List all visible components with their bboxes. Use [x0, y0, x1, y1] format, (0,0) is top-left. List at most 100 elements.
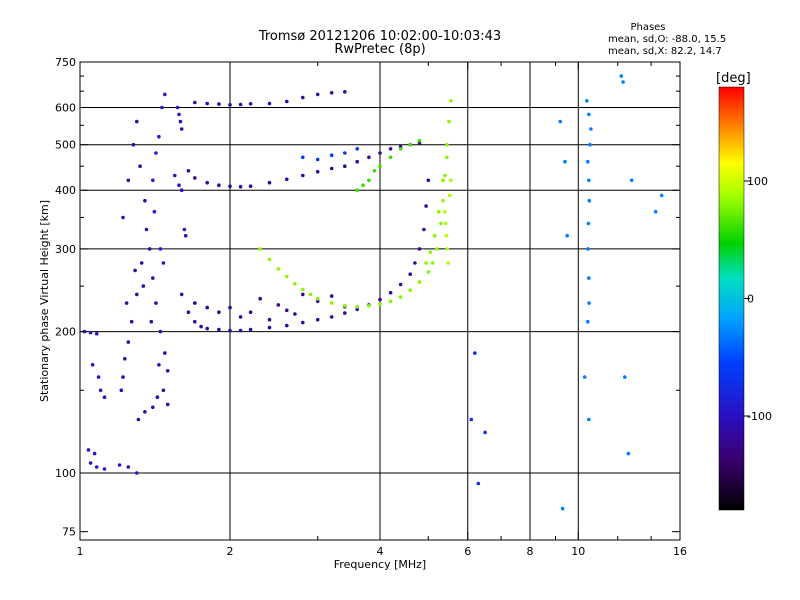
data-point — [587, 276, 591, 280]
data-point — [329, 315, 334, 319]
data-point — [177, 183, 181, 187]
data-point — [315, 296, 320, 301]
data-point — [126, 340, 131, 344]
data-point — [626, 451, 631, 456]
data-point — [163, 351, 167, 355]
data-point — [217, 102, 221, 106]
data-point — [123, 357, 127, 361]
data-point — [88, 461, 93, 465]
colorbar-ticks: 100 0 -100 — [744, 175, 772, 423]
x-tick-label: 4 — [377, 545, 384, 558]
data-point — [558, 119, 562, 124]
y-tick-label: 500 — [55, 139, 76, 152]
data-point — [124, 301, 129, 305]
data-point — [388, 299, 393, 304]
data-point — [587, 112, 591, 117]
data-point — [408, 288, 413, 293]
data-point — [329, 294, 334, 298]
data-point — [424, 261, 428, 265]
data-point — [587, 417, 591, 422]
data-point — [149, 319, 154, 324]
data-point — [388, 155, 393, 160]
data-point — [445, 142, 449, 147]
data-point — [308, 292, 313, 297]
data-point — [565, 233, 569, 238]
data-point — [355, 147, 360, 151]
data-point — [435, 247, 439, 251]
data-point — [586, 247, 590, 251]
data-point — [439, 221, 443, 226]
data-point — [398, 147, 403, 151]
data-point — [301, 95, 305, 100]
data-point — [157, 363, 161, 367]
data-point — [343, 164, 347, 168]
data-point — [445, 247, 450, 251]
data-point — [179, 127, 184, 131]
data-point — [217, 327, 221, 332]
data-point — [443, 173, 447, 178]
data-point — [587, 301, 591, 305]
data-point — [398, 282, 403, 287]
data-point — [408, 142, 413, 147]
data-point — [147, 247, 152, 251]
data-point — [428, 250, 433, 255]
x-axis: 1 2 4 6 8 10 16 — [77, 62, 687, 558]
data-point — [121, 375, 125, 379]
x-tick-label: 8 — [527, 545, 534, 558]
x-tick-label: 1 — [77, 545, 84, 558]
data-point — [248, 102, 253, 106]
data-point — [143, 410, 147, 414]
data-point — [343, 90, 347, 94]
data-point — [238, 315, 243, 319]
data-point — [178, 119, 183, 124]
data-point — [90, 363, 95, 367]
data-point — [343, 311, 347, 315]
data-point — [437, 209, 441, 214]
data-point — [343, 304, 347, 308]
data-point — [285, 177, 289, 182]
data-point — [228, 305, 232, 310]
colorbar-tick-label: 100 — [747, 175, 768, 188]
data-point — [343, 151, 347, 155]
data-point — [413, 261, 417, 265]
data-point — [151, 276, 155, 280]
data-point — [193, 319, 197, 324]
data-point — [301, 320, 305, 325]
data-point — [621, 80, 625, 84]
data-point — [449, 178, 453, 183]
y-axis-label: Stationary phase Virtual Height [km] — [38, 200, 51, 402]
colorbar-label: [deg] — [716, 71, 751, 86]
data-point — [444, 233, 449, 238]
data-point — [155, 395, 160, 400]
data-point — [378, 297, 382, 302]
data-point — [293, 281, 297, 286]
data-point — [121, 215, 125, 220]
data-point — [301, 155, 305, 160]
data-point — [355, 307, 360, 312]
y-axis: 75 100 200 300 400 500 600 750 — [55, 56, 680, 539]
data-point — [582, 375, 587, 379]
data-point — [186, 169, 191, 173]
data-point — [560, 506, 565, 511]
data-point — [585, 99, 589, 103]
data-point — [228, 328, 232, 333]
data-point — [408, 272, 413, 277]
data-point — [285, 323, 289, 328]
data-point — [161, 388, 166, 393]
data-point — [367, 178, 371, 183]
data-point — [238, 184, 243, 189]
data-point — [432, 233, 437, 238]
y-tick-label: 400 — [55, 184, 76, 197]
data-point — [179, 188, 184, 192]
data-point — [563, 159, 567, 164]
data-point — [158, 247, 163, 251]
data-point — [447, 193, 452, 198]
data-point — [285, 274, 289, 279]
data-point — [422, 227, 426, 232]
data-point — [248, 327, 253, 332]
data-point — [473, 351, 477, 355]
data-point — [193, 301, 197, 305]
y-tick-label: 750 — [55, 56, 76, 69]
data-point — [276, 303, 281, 307]
